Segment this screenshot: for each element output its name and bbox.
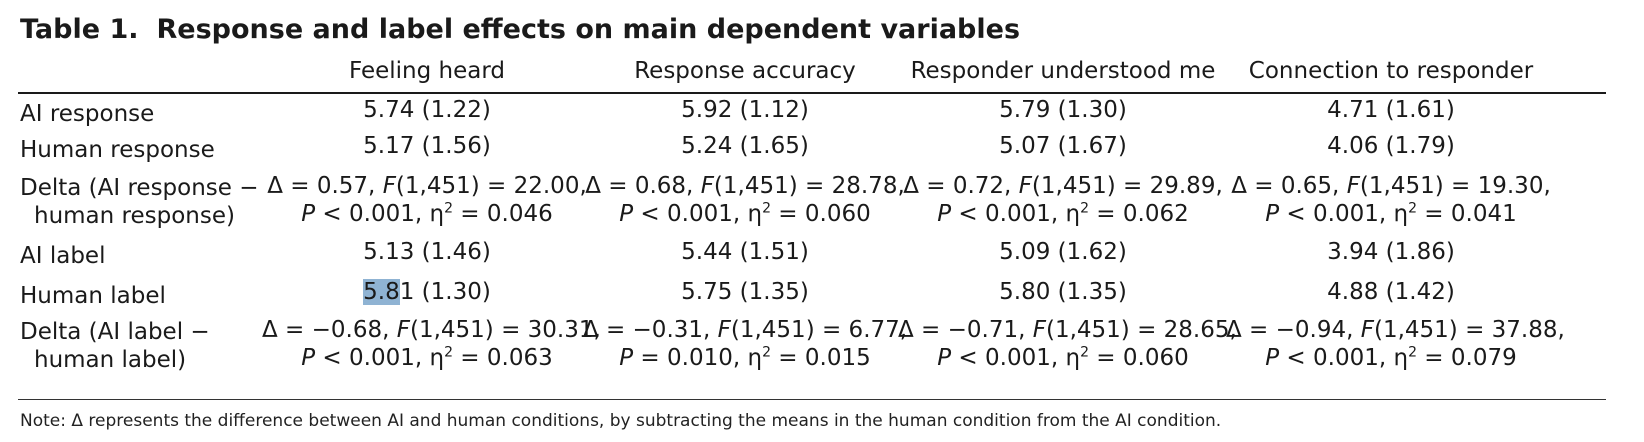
stat-line-effect: Δ = 0.65, F(1,451) = 19.30,: [1231, 173, 1551, 199]
cell-value: 5.80 (1.35): [999, 279, 1127, 305]
table-cell: Δ = −0.71, F(1,451) = 28.65, P < 0.001, η…: [898, 316, 1237, 372]
table-cell: Δ = 0.72, F(1,451) = 29.89, P < 0.001, η2…: [898, 172, 1228, 228]
table-cell: 5.17 (1.56): [262, 132, 592, 160]
table-cell: 5.81 (1.30): [262, 278, 592, 306]
row-label-line: Human response: [20, 137, 215, 163]
stat-line-significance: P = 0.010, η2 = 0.015: [619, 344, 871, 371]
cell-value: 5.24 (1.65): [681, 133, 809, 159]
stat-line-significance: P < 0.001, η2 = 0.062: [937, 200, 1189, 227]
table-cell: 5.07 (1.67): [898, 132, 1228, 160]
cell-value: 5.75 (1.35): [681, 279, 809, 305]
table-cell: 5.44 (1.51): [580, 238, 910, 266]
row-label-line: AI label: [20, 243, 106, 269]
table-note: Note: Δ represents the difference betwee…: [20, 411, 1222, 431]
stat-line-effect: Δ = −0.31, F(1,451) = 6.77,: [582, 317, 908, 343]
table-cell: Δ = 0.65, F(1,451) = 19.30, P < 0.001, η2…: [1226, 172, 1556, 228]
column-header-connection: Connection to responder: [1248, 58, 1534, 84]
row-label-line: human label): [34, 347, 187, 373]
column-header-feeling-heard: Feeling heard: [348, 58, 505, 84]
row-label-line: Delta (AI label −: [20, 319, 210, 345]
stat-line-significance: P < 0.001, η2 = 0.060: [619, 200, 871, 227]
cell-value: 5.79 (1.30): [999, 97, 1127, 123]
stat-line-significance: P < 0.001, η2 = 0.079: [1265, 344, 1517, 371]
text-selection-highlight[interactable]: 5.8: [363, 279, 400, 305]
cell-value: 5.17 (1.56): [363, 133, 491, 159]
row-label: AI label: [20, 242, 105, 270]
table-cell: 5.13 (1.46): [262, 238, 592, 266]
table-cell: 3.94 (1.86): [1226, 238, 1556, 266]
stat-line-significance: P < 0.001, η2 = 0.041: [1265, 200, 1517, 227]
table-cell: Δ = 0.68, F(1,451) = 28.78, P < 0.001, η2…: [580, 172, 910, 228]
row-label-line: Delta (AI response −: [20, 175, 259, 201]
column-header-responder-understood: Responder understood me: [910, 58, 1216, 84]
cell-value: 5.81 (1.30): [363, 279, 491, 305]
stat-line-effect: Δ = 0.57, F(1,451) = 22.00,: [267, 173, 587, 199]
row-label-line: Human label: [20, 283, 166, 309]
table-cell: 5.09 (1.62): [898, 238, 1228, 266]
stat-line-significance: P < 0.001, η2 = 0.046: [301, 200, 553, 227]
table-cell: 5.80 (1.35): [898, 278, 1228, 306]
stat-line-effect: Δ = −0.71, F(1,451) = 28.65,: [898, 317, 1237, 343]
cell-value: 5.74 (1.22): [363, 97, 491, 123]
cell-value: 5.09 (1.62): [999, 239, 1127, 265]
table-cell: Δ = −0.68, F(1,451) = 30.31, P < 0.001, η…: [262, 316, 601, 372]
cell-value: 5.13 (1.46): [363, 239, 491, 265]
table-cell: 5.74 (1.22): [262, 96, 592, 124]
stat-line-effect: Δ = −0.68, F(1,451) = 30.31,: [262, 317, 601, 343]
row-label: Human label: [20, 282, 166, 310]
column-header-response-accuracy: Response accuracy: [634, 58, 856, 84]
table-number: Table 1.: [20, 14, 139, 45]
row-label-line: AI response: [20, 101, 155, 127]
table-cell: 4.06 (1.79): [1226, 132, 1556, 160]
cell-value: 4.88 (1.42): [1327, 279, 1455, 305]
table-cell: 4.88 (1.42): [1226, 278, 1556, 306]
row-label: Delta (AI response − human response): [20, 174, 259, 230]
row-label-line: human response): [34, 203, 235, 229]
table-cell: 5.79 (1.30): [898, 96, 1228, 124]
row-label: AI response: [20, 100, 154, 128]
table-top-rule: [18, 92, 1606, 94]
cell-value: 5.92 (1.12): [681, 97, 809, 123]
table-cell: 5.75 (1.35): [580, 278, 910, 306]
stat-line-significance: P < 0.001, η2 = 0.063: [301, 344, 553, 371]
stat-line-significance: P < 0.001, η2 = 0.060: [937, 344, 1189, 371]
table-cell: Δ = −0.31, F(1,451) = 6.77, P = 0.010, η2…: [580, 316, 910, 372]
table-cell: 4.71 (1.61): [1226, 96, 1556, 124]
table-cell: Δ = −0.94, F(1,451) = 37.88, P < 0.001, η…: [1226, 316, 1565, 372]
table-cell: Δ = 0.57, F(1,451) = 22.00, P < 0.001, η2…: [262, 172, 592, 228]
table-bottom-rule: [18, 399, 1606, 400]
cell-value: 3.94 (1.86): [1327, 239, 1455, 265]
row-label: Delta (AI label − human label): [20, 318, 210, 374]
stat-line-effect: Δ = −0.94, F(1,451) = 37.88,: [1226, 317, 1565, 343]
table-caption: Response and label effects on main depen…: [156, 14, 1021, 45]
stat-line-effect: Δ = 0.68, F(1,451) = 28.78,: [585, 173, 905, 199]
cell-value: 4.06 (1.79): [1327, 133, 1455, 159]
row-label: Human response: [20, 136, 215, 164]
cell-value: 4.71 (1.61): [1327, 97, 1455, 123]
table-title: Table 1. Response and label effects on ma…: [20, 14, 1020, 45]
cell-value: 5.07 (1.67): [999, 133, 1127, 159]
table-cell: 5.92 (1.12): [580, 96, 910, 124]
cell-value: 5.44 (1.51): [681, 239, 809, 265]
stat-line-effect: Δ = 0.72, F(1,451) = 29.89,: [903, 173, 1223, 199]
table-cell: 5.24 (1.65): [580, 132, 910, 160]
